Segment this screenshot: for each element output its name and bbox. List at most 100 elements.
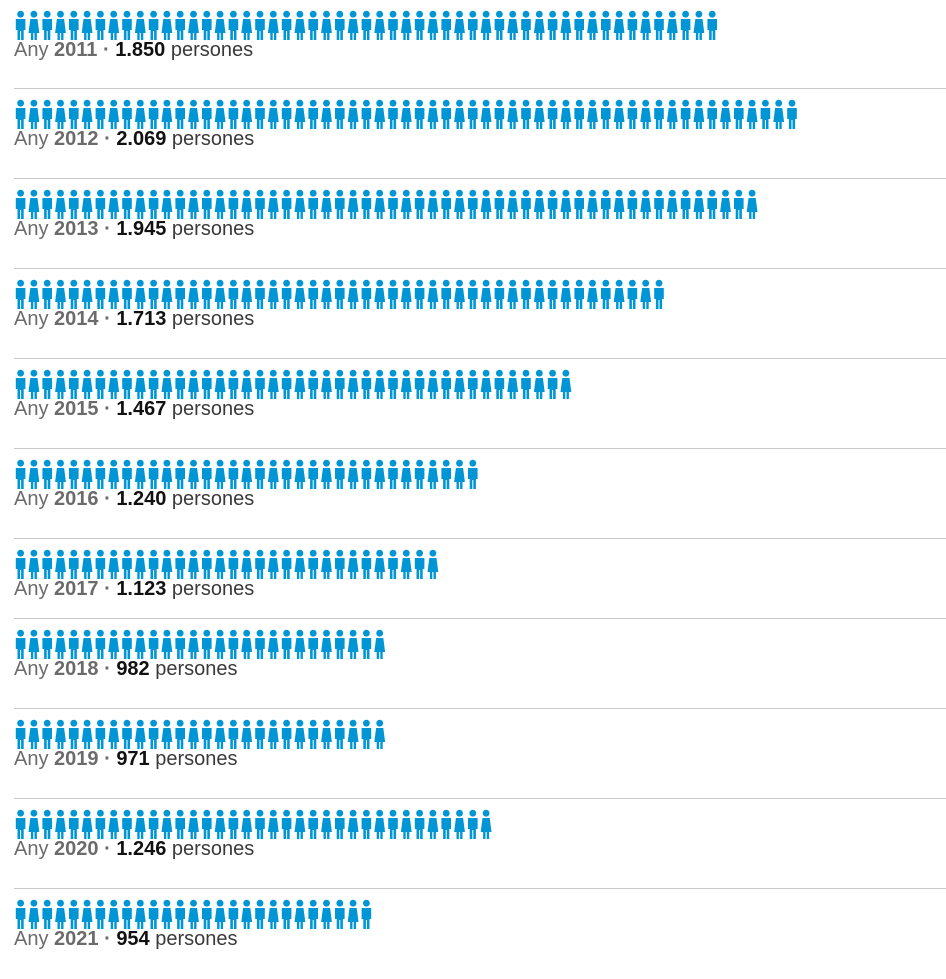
person-icon xyxy=(161,99,173,129)
person-icon xyxy=(214,99,226,129)
value-label: 982 xyxy=(116,658,150,680)
person-icon xyxy=(255,459,265,489)
person-icon xyxy=(108,10,120,40)
person-icon xyxy=(294,549,306,579)
person-icon xyxy=(441,279,451,309)
person-icon xyxy=(654,189,664,219)
person-icon xyxy=(321,189,332,219)
person-icon xyxy=(188,99,199,129)
person-icon xyxy=(214,719,226,749)
person-icon xyxy=(69,459,79,489)
person-icon xyxy=(188,629,199,659)
person-icon xyxy=(15,459,26,489)
person-icon xyxy=(335,279,345,309)
person-icon xyxy=(521,10,531,40)
person-icon xyxy=(108,99,120,129)
year-label: 2014 xyxy=(54,308,99,330)
person-icon xyxy=(560,99,572,129)
person-icon xyxy=(202,99,212,129)
row-label: Any 2011 · 1.850 persones xyxy=(14,38,253,62)
person-icon xyxy=(134,279,146,309)
person-icon xyxy=(400,809,412,839)
person-icon xyxy=(202,10,212,40)
year-label: 2019 xyxy=(54,748,99,770)
person-icon xyxy=(255,899,265,929)
person-icon xyxy=(454,809,465,839)
label-word: Any xyxy=(14,658,55,680)
person-icon xyxy=(15,719,26,749)
person-icon xyxy=(55,629,66,659)
person-icon xyxy=(574,10,584,40)
person-icon-strip xyxy=(15,10,717,40)
person-icon xyxy=(693,189,705,219)
person-icon xyxy=(414,809,425,839)
person-icon xyxy=(654,10,664,40)
person-icon xyxy=(308,279,318,309)
person-icon xyxy=(134,99,146,129)
unit-label: persones xyxy=(149,748,238,770)
person-icon xyxy=(587,189,598,219)
person-icon xyxy=(281,99,292,129)
person-icon xyxy=(613,189,625,219)
row-label: Any 2015 · 1.467 persones xyxy=(14,397,254,421)
person-icon xyxy=(507,99,519,129)
person-icon xyxy=(494,10,505,40)
person-icon-strip xyxy=(15,369,572,399)
person-icon xyxy=(321,279,332,309)
pictogram-row: Any 2018 · 982 persones xyxy=(14,618,946,709)
person-icon xyxy=(161,459,173,489)
person-icon-strip xyxy=(15,279,664,309)
person-icon xyxy=(361,279,372,309)
person-icon xyxy=(161,809,173,839)
person-icon xyxy=(267,459,279,489)
person-icon xyxy=(388,279,398,309)
person-icon xyxy=(613,10,625,40)
label-word: Any xyxy=(14,928,55,950)
person-icon xyxy=(574,99,584,129)
person-icon xyxy=(308,459,318,489)
person-icon xyxy=(188,369,199,399)
person-icon xyxy=(122,369,132,399)
person-icon xyxy=(188,899,199,929)
person-icon xyxy=(361,629,372,659)
person-icon xyxy=(228,279,239,309)
person-icon xyxy=(95,189,106,219)
person-icon xyxy=(507,369,519,399)
person-icon-strip xyxy=(15,549,439,579)
person-icon xyxy=(666,10,678,40)
person-icon xyxy=(734,189,744,219)
person-icon xyxy=(202,719,212,749)
unit-label: persones xyxy=(166,838,255,860)
person-icon xyxy=(188,549,199,579)
separator: · xyxy=(98,128,117,150)
person-icon xyxy=(267,369,279,399)
person-icon xyxy=(214,899,226,929)
person-icon xyxy=(454,99,465,129)
person-icon xyxy=(42,369,52,399)
person-icon xyxy=(228,629,239,659)
row-label: Any 2020 · 1.246 persones xyxy=(14,837,254,861)
person-icon xyxy=(55,189,66,219)
person-icon xyxy=(228,189,239,219)
person-icon xyxy=(707,99,717,129)
person-icon xyxy=(81,10,93,40)
person-icon xyxy=(95,279,106,309)
person-icon xyxy=(95,549,106,579)
person-icon xyxy=(441,369,451,399)
person-icon xyxy=(427,10,439,40)
person-icon xyxy=(427,99,439,129)
person-icon xyxy=(214,459,226,489)
person-icon xyxy=(335,189,345,219)
person-icon xyxy=(480,369,492,399)
label-word: Any xyxy=(14,578,55,600)
person-icon xyxy=(28,279,40,309)
person-icon xyxy=(468,369,478,399)
person-icon xyxy=(347,629,359,659)
person-icon xyxy=(42,459,52,489)
person-icon xyxy=(321,629,332,659)
person-icon xyxy=(427,279,439,309)
person-icon xyxy=(202,809,212,839)
person-icon xyxy=(95,10,106,40)
person-icon xyxy=(95,629,106,659)
